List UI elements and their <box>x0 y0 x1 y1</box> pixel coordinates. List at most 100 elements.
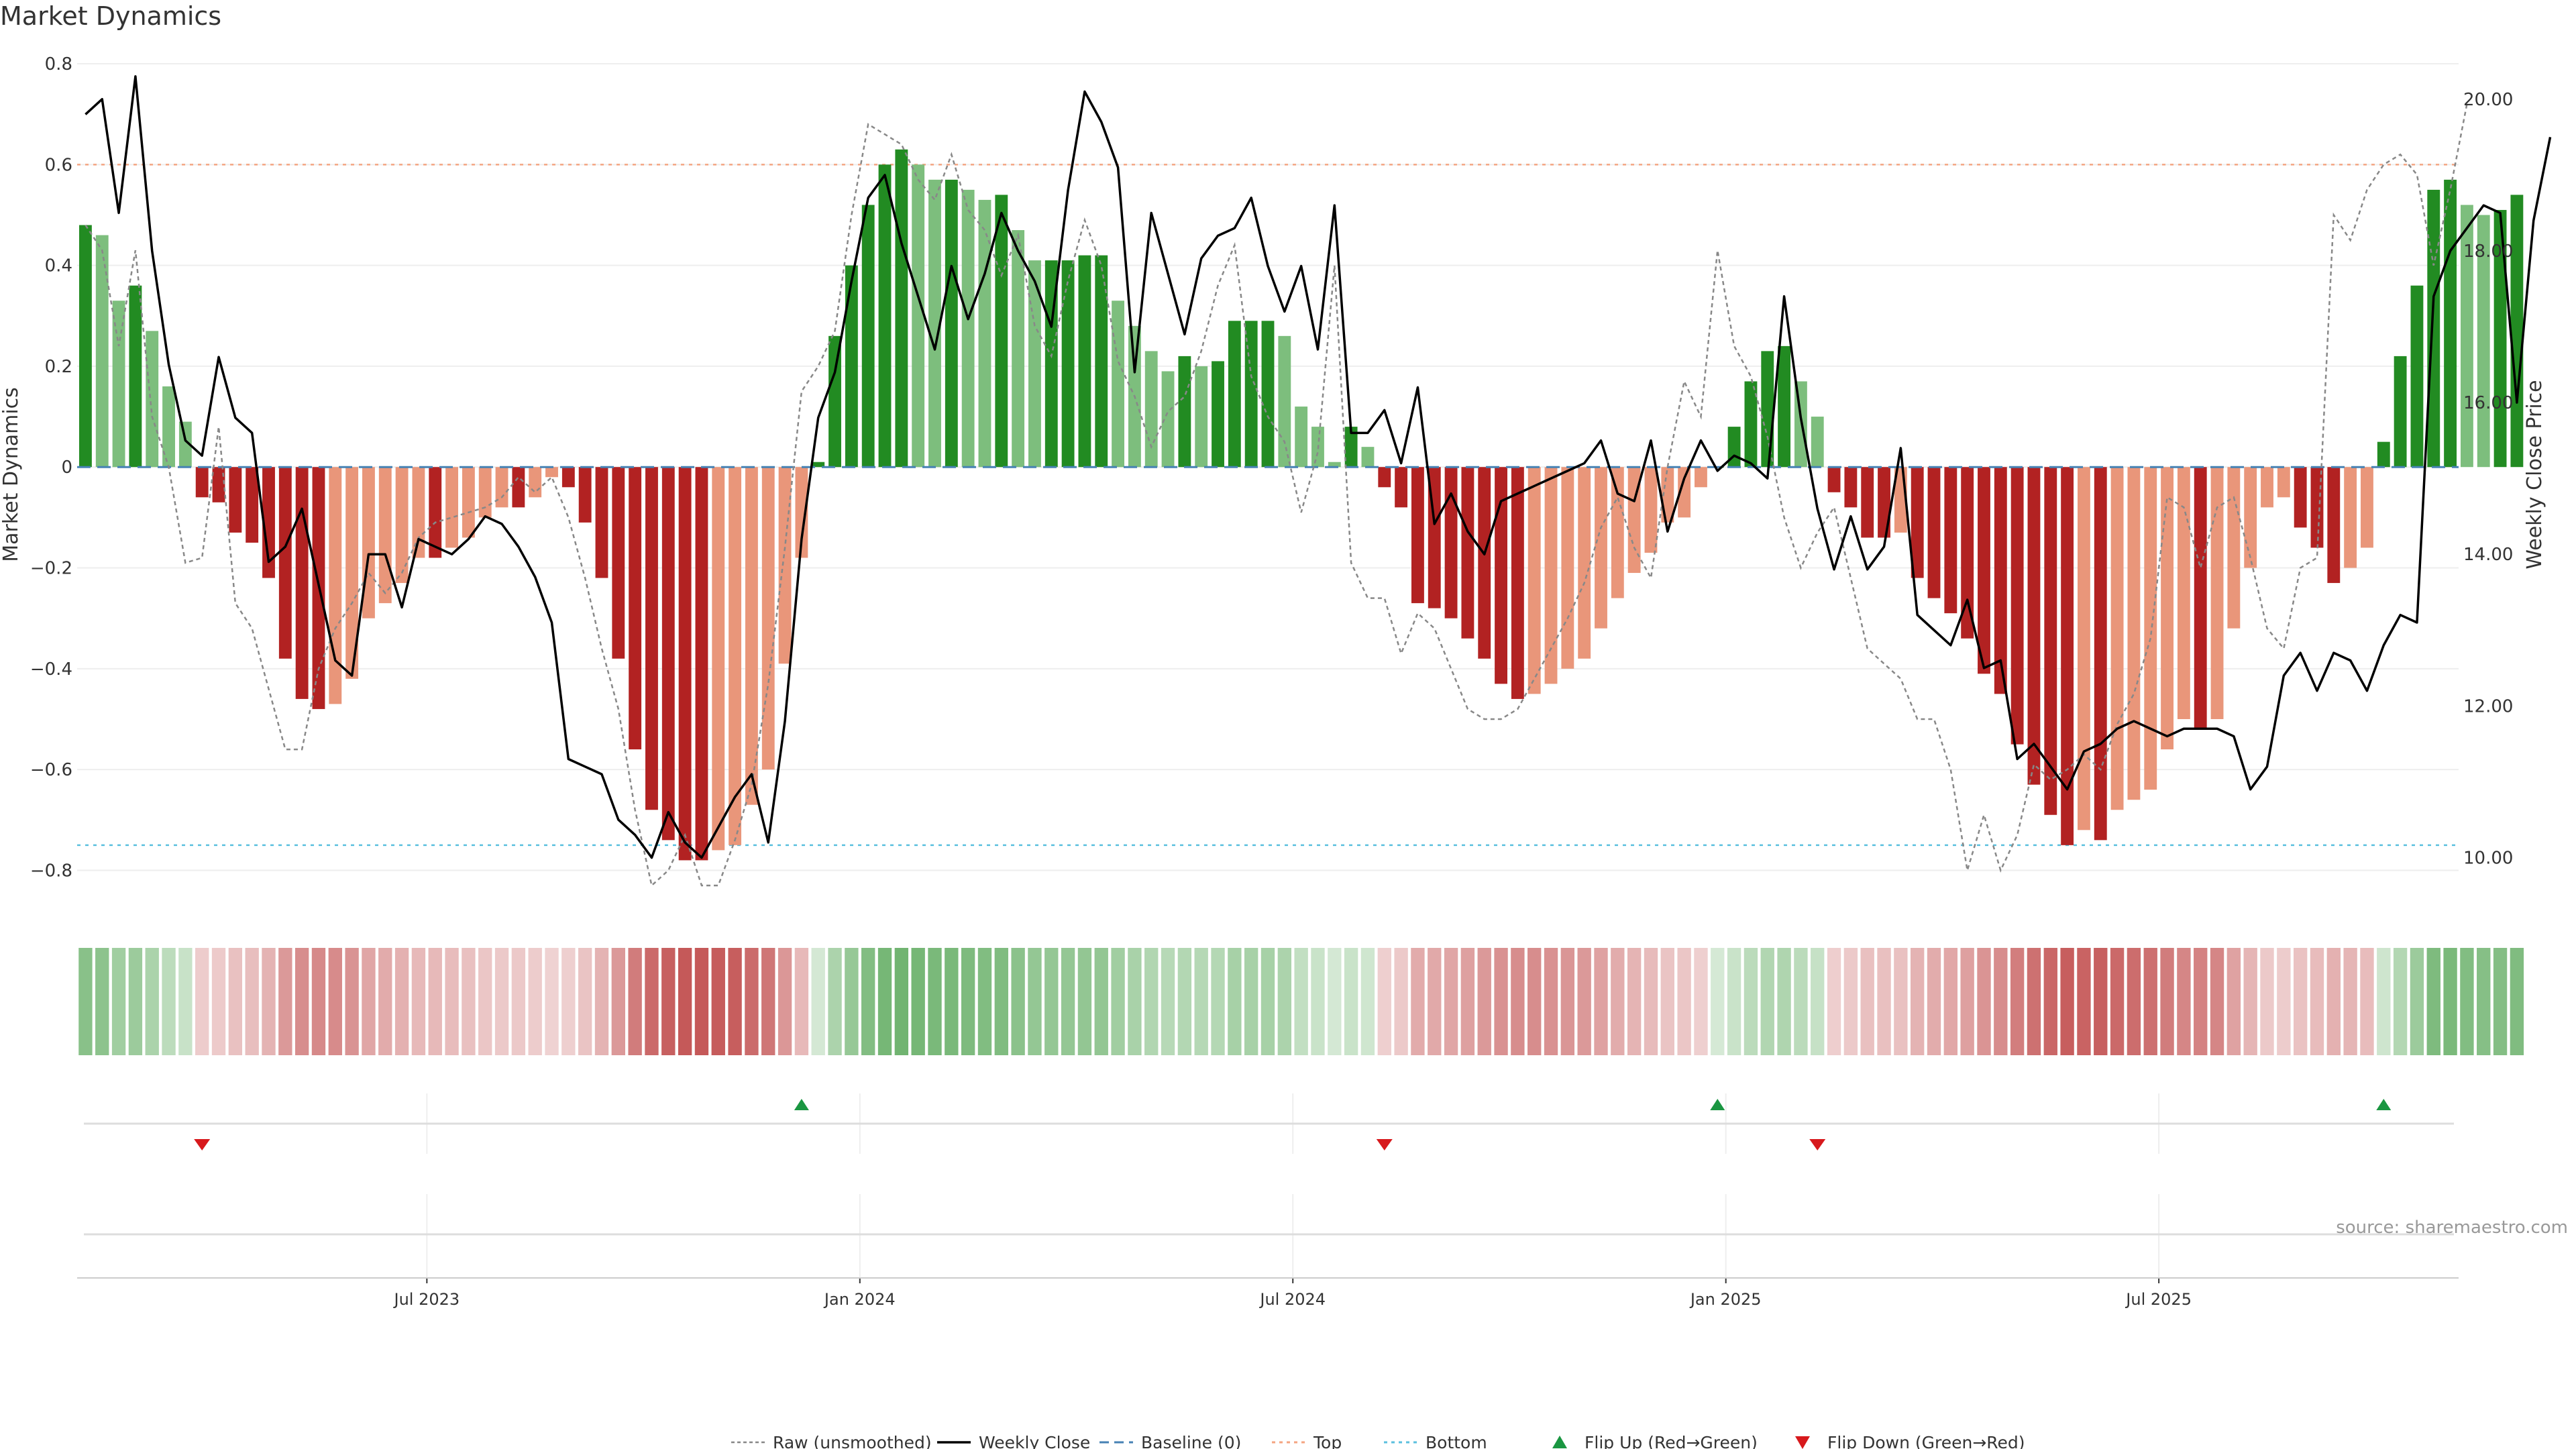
x-tick-label: Jan 2025 <box>1689 1290 1762 1309</box>
heat-strip-cell <box>1477 948 1491 1055</box>
y2-tick-label: 12.00 <box>2463 696 2513 716</box>
dynamics-bar <box>912 164 925 468</box>
heat-strip-cell <box>394 948 409 1055</box>
heat-strip-cell <box>694 948 709 1055</box>
dynamics-bar <box>478 467 492 518</box>
heat-strip-cell <box>911 948 925 1055</box>
heat-strip-cell <box>1527 948 1542 1055</box>
dynamics-bar <box>1495 467 1507 684</box>
dynamics-bar <box>1228 321 1241 468</box>
dynamics-bar <box>729 467 742 845</box>
heat-strip-cell <box>894 948 909 1055</box>
heat-strip-cell <box>2393 948 2408 1055</box>
heat-strip-cell <box>861 948 875 1055</box>
dynamics-bar <box>1478 467 1491 659</box>
heat-strip-cell <box>128 948 143 1055</box>
heat-strip-cell <box>2127 948 2141 1055</box>
dynamics-bar <box>2444 179 2457 468</box>
flip-down-marker <box>1376 1139 1393 1150</box>
heat-strip-cell <box>2043 948 2057 1055</box>
dynamics-bar <box>2044 467 2057 815</box>
dynamics-bar <box>595 467 608 578</box>
raw-unsmoothed-line <box>85 103 2468 888</box>
heat-strip-cell <box>1577 948 1591 1055</box>
dynamics-bar <box>95 235 109 468</box>
heat-strip-cell <box>478 948 492 1055</box>
dynamics-bar <box>1544 467 1558 684</box>
heat-strip-cell <box>761 948 775 1055</box>
heat-strip-cell <box>278 948 292 1055</box>
heat-strip-cell <box>1960 948 1974 1055</box>
heat-strip-cell <box>2226 948 2241 1055</box>
heat-strip-cell <box>1311 948 1325 1055</box>
dynamics-bar <box>1994 467 2007 694</box>
dynamics-bar <box>1411 467 1424 604</box>
flip-up-marker <box>1710 1099 1725 1110</box>
heat-strip-cell <box>1111 948 1125 1055</box>
dynamics-bar <box>2277 467 2290 498</box>
y2-tick-label: 20.00 <box>2463 90 2513 110</box>
dynamics-bar <box>661 467 675 841</box>
heat-strip-cell <box>2460 948 2474 1055</box>
dynamics-bar <box>545 467 558 478</box>
dynamics-bar <box>2127 467 2141 800</box>
flip-up-marker <box>794 1099 809 1110</box>
dynamics-bar <box>178 421 192 468</box>
x-tick-label: Jul 2024 <box>1258 1290 1326 1309</box>
heat-strip-cell <box>2277 948 2291 1055</box>
heat-strip-cell <box>2077 948 2091 1055</box>
heat-strip-cell <box>628 948 642 1055</box>
heat-strip-cell <box>2027 948 2041 1055</box>
dynamics-bar <box>229 467 242 533</box>
dynamics-bar <box>745 467 758 805</box>
dynamics-bar <box>2410 285 2424 468</box>
heat-strip-cell <box>294 948 309 1055</box>
heat-strip-cell <box>1827 948 1841 1055</box>
dynamics-bar <box>329 467 342 704</box>
dynamics-bar <box>561 467 575 488</box>
dynamics-bar <box>1844 467 1858 508</box>
heat-strip-cell <box>162 948 176 1055</box>
dynamics-bar <box>1395 467 1408 508</box>
dynamics-bar <box>1078 255 1091 468</box>
dynamics-bar <box>1878 467 1890 538</box>
dynamics-bar <box>828 335 841 468</box>
flip-down-marker <box>194 1139 211 1150</box>
dynamics-bar <box>162 386 175 468</box>
dynamics-bar <box>1761 351 1774 468</box>
dynamics-bar <box>2110 467 2124 810</box>
heat-strip-cell <box>2160 948 2174 1055</box>
legend-label: Flip Up (Red→Green) <box>1585 1433 1758 1449</box>
dynamics-bar <box>112 301 125 468</box>
heat-strip-cell <box>1611 948 1625 1055</box>
heat-strip-cell <box>111 948 126 1055</box>
dynamics-bar <box>928 179 941 468</box>
heat-strip-cell <box>1161 948 1175 1055</box>
heat-strip-cell <box>1743 948 1758 1055</box>
dynamics-bar <box>295 467 309 699</box>
dynamics-bar <box>1778 345 1791 468</box>
heat-strip-cell <box>961 948 975 1055</box>
heat-strip-cell <box>211 948 226 1055</box>
heat-strip-cell <box>2293 948 2308 1055</box>
heat-strip-cell <box>494 948 509 1055</box>
dynamics-bar <box>1328 462 1341 468</box>
dynamics-bar <box>2177 467 2190 719</box>
dynamics-bar <box>1744 381 1758 468</box>
legend-label: Bottom <box>1426 1433 1487 1449</box>
dynamics-bar <box>812 462 825 468</box>
dynamics-bar <box>1527 467 1541 694</box>
dynamics-bar <box>2061 467 2074 845</box>
source-credit: source: sharemaestro.com <box>2336 1218 2568 1238</box>
heat-strip-cell <box>661 948 676 1055</box>
y2-tick-label: 18.00 <box>2463 241 2513 262</box>
heat-strip-cell <box>777 948 792 1055</box>
dynamics-bar <box>2194 467 2207 730</box>
dynamics-bar <box>1178 356 1191 468</box>
dynamics-bar <box>778 467 792 664</box>
heat-strip-cell <box>745 948 759 1055</box>
heat-strip-cell <box>1077 948 1092 1055</box>
heat-strip-cell <box>1194 948 1208 1055</box>
dynamics-bar <box>1644 467 1658 553</box>
heat-strip-cell <box>1377 948 1391 1055</box>
